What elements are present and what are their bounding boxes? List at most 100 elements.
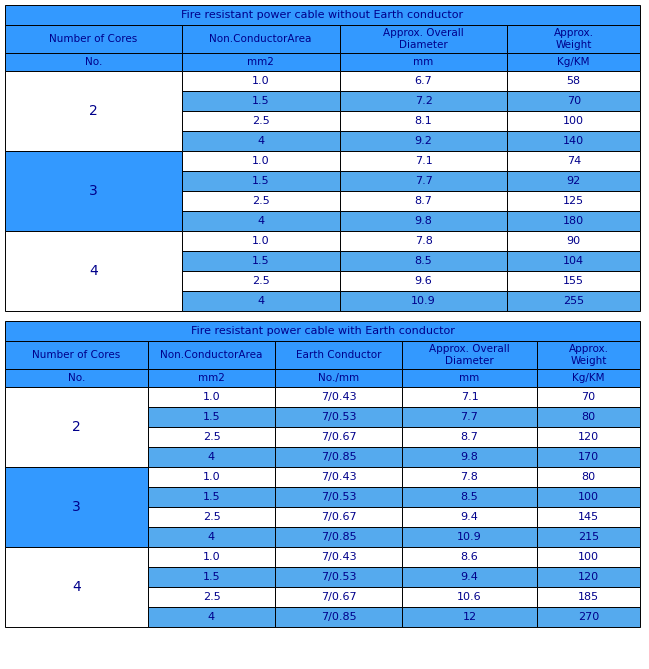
Bar [182,191,339,211]
Text: 1.5: 1.5 [252,256,269,266]
Bar [275,447,402,467]
Bar [537,407,640,427]
Bar [402,607,537,627]
Bar [275,527,402,547]
Bar [275,387,402,407]
Text: No.: No. [84,57,102,67]
Bar [508,291,640,311]
Bar [402,407,537,427]
Text: 215: 215 [578,532,599,542]
Bar [182,91,339,111]
Bar [275,467,402,487]
Text: 80: 80 [582,472,596,482]
Text: No.: No. [67,373,85,383]
Text: 1.0: 1.0 [252,76,269,86]
Text: 4: 4 [89,264,98,278]
Text: Approx.
Weight: Approx. Weight [554,28,594,50]
Text: 7.8: 7.8 [415,236,432,246]
Bar [508,71,640,91]
Bar [537,467,640,487]
Bar [508,111,640,131]
Text: 1.5: 1.5 [202,412,220,422]
Text: Fire resistant power cable with Earth conductor: Fire resistant power cable with Earth co… [191,326,454,336]
Text: 2.5: 2.5 [252,116,269,126]
Bar [339,271,508,291]
Bar [339,131,508,151]
Bar [537,341,640,369]
Text: 7/0.43: 7/0.43 [321,472,356,482]
Bar [508,251,640,271]
Bar [402,507,537,527]
Bar [402,467,537,487]
Bar [537,607,640,627]
Text: Non.ConductorArea: Non.ConductorArea [210,34,312,44]
Bar [339,231,508,251]
Bar [402,587,537,607]
Bar [402,547,537,567]
Bar [339,171,508,191]
Text: 10.9: 10.9 [411,296,436,306]
Text: 7.8: 7.8 [461,472,478,482]
Bar [148,527,275,547]
Text: 8.5: 8.5 [415,256,432,266]
Text: 100: 100 [578,492,599,502]
Text: 7/0.67: 7/0.67 [321,512,356,522]
Text: 1.0: 1.0 [202,472,220,482]
Bar [508,53,640,71]
Text: 125: 125 [563,196,584,206]
Bar [5,5,640,25]
Bar [537,487,640,507]
Text: No./mm: No./mm [318,373,359,383]
Text: 12: 12 [463,612,476,622]
Text: 70: 70 [567,96,581,106]
Text: 9.4: 9.4 [461,572,478,582]
Text: 7.1: 7.1 [461,392,478,402]
Bar [182,151,339,171]
Bar [275,607,402,627]
Bar [339,191,508,211]
Text: 7/0.85: 7/0.85 [321,612,356,622]
Text: 270: 270 [578,612,599,622]
Text: 7/0.67: 7/0.67 [321,432,356,442]
Bar [508,211,640,231]
Text: Approx. Overall
Diameter: Approx. Overall Diameter [383,28,464,50]
Text: 92: 92 [567,176,581,186]
Text: 8.1: 8.1 [415,116,432,126]
Text: 2.5: 2.5 [202,592,221,602]
Text: 1.5: 1.5 [202,492,220,502]
Text: 70: 70 [582,392,596,402]
Text: 4: 4 [257,216,264,226]
Bar [182,111,339,131]
Bar [182,71,339,91]
Text: 104: 104 [563,256,584,266]
Text: 120: 120 [578,432,599,442]
Text: 180: 180 [563,216,584,226]
Bar [5,547,148,627]
Text: 7/0.53: 7/0.53 [321,492,356,502]
Bar [275,487,402,507]
Bar [148,507,275,527]
Bar [148,587,275,607]
Bar [537,427,640,447]
Bar [339,71,508,91]
Bar [275,547,402,567]
Text: 2: 2 [72,420,81,434]
Bar [5,341,148,369]
Text: 7/0.67: 7/0.67 [321,592,356,602]
Text: 185: 185 [578,592,599,602]
Text: 255: 255 [563,296,584,306]
Text: 1.5: 1.5 [252,96,269,106]
Text: 2.5: 2.5 [252,276,269,286]
Bar [508,151,640,171]
Text: 1.5: 1.5 [202,572,220,582]
Text: 10.9: 10.9 [457,532,482,542]
Bar [5,53,182,71]
Bar [5,151,182,231]
Text: 4: 4 [72,580,81,594]
Text: 100: 100 [578,552,599,562]
Bar [182,131,339,151]
Text: 8.7: 8.7 [415,196,432,206]
Text: Fire resistant power cable without Earth conductor: Fire resistant power cable without Earth… [182,10,463,20]
Text: 9.2: 9.2 [415,136,432,146]
Text: 170: 170 [578,452,599,462]
